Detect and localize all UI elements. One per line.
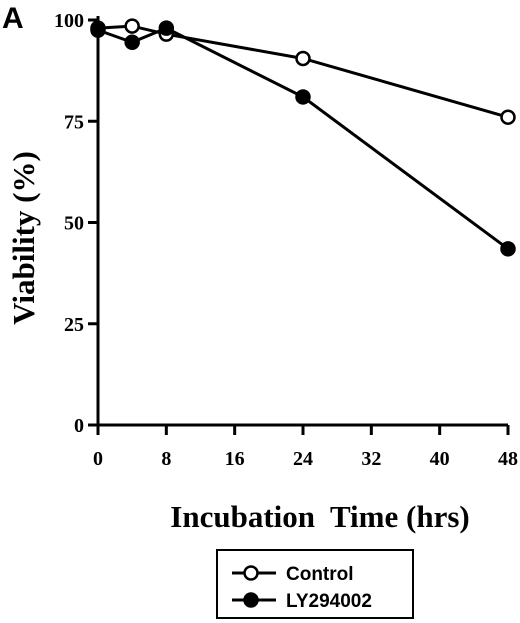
legend-marker: [243, 565, 259, 581]
series-layer: [90, 18, 516, 257]
x-tick-label: 0: [93, 448, 103, 470]
x-tick-label: 24: [293, 448, 313, 470]
x-tick-label: 16: [225, 448, 245, 470]
data-point: [500, 109, 516, 125]
x-tick-label: 48: [498, 448, 518, 470]
series-1: [90, 18, 516, 125]
x-axis-title: Incubation Time (hrs): [170, 499, 469, 534]
data-point: [295, 50, 311, 67]
data-point: [158, 20, 175, 36]
x-tick-label: 8: [161, 448, 171, 470]
y-tick-label: 50: [64, 213, 84, 235]
series-2: [90, 20, 516, 257]
legend: Control LY294002: [216, 549, 414, 619]
y-tick-label: 0: [74, 415, 84, 437]
y-tick-label: 100: [54, 10, 84, 32]
data-point: [295, 89, 311, 105]
y-axis-title: Viability (%): [6, 151, 41, 325]
legend-item-1: Control: [232, 564, 354, 585]
axes: 0 25 50 75 100 0 8 16 24 32 40 48: [54, 10, 518, 470]
y-tick-label: 75: [64, 111, 84, 133]
y-tick-label: 25: [64, 314, 84, 336]
legend-marker: [243, 592, 259, 608]
data-point: [124, 18, 140, 34]
panel-letter: A: [2, 2, 24, 35]
legend-label: LY294002: [286, 591, 372, 612]
legend-label: Control: [286, 564, 354, 585]
x-tick-label: 32: [361, 448, 381, 470]
data-point: [124, 34, 140, 51]
legend-item-2: LY294002: [232, 591, 372, 612]
data-point: [90, 22, 106, 38]
data-point: [500, 241, 516, 257]
x-tick-label: 40: [430, 448, 450, 470]
